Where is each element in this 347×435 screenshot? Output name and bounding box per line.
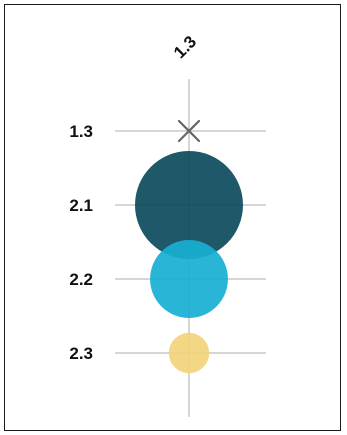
bubble-2-1-1-3: [135, 151, 243, 259]
chart-frame: 1.3 2.1 2.2 2.3 1.3: [4, 4, 341, 431]
bubble-2-3-1-3: [168, 332, 210, 374]
row-label-2-2: 2.2: [69, 270, 93, 289]
row-label-2-1: 2.1: [69, 196, 93, 215]
bubble-layer: [135, 119, 243, 374]
row-label-1-3: 1.3: [69, 122, 93, 141]
row-label-2-3: 2.3: [69, 344, 93, 363]
bubble-chart: 1.3 2.1 2.2 2.3 1.3: [69, 32, 266, 417]
bubble-2-2-1-3: [150, 240, 228, 318]
column-label-1-3: 1.3: [170, 32, 200, 62]
x-marker-1-3-1-3: [177, 119, 201, 143]
